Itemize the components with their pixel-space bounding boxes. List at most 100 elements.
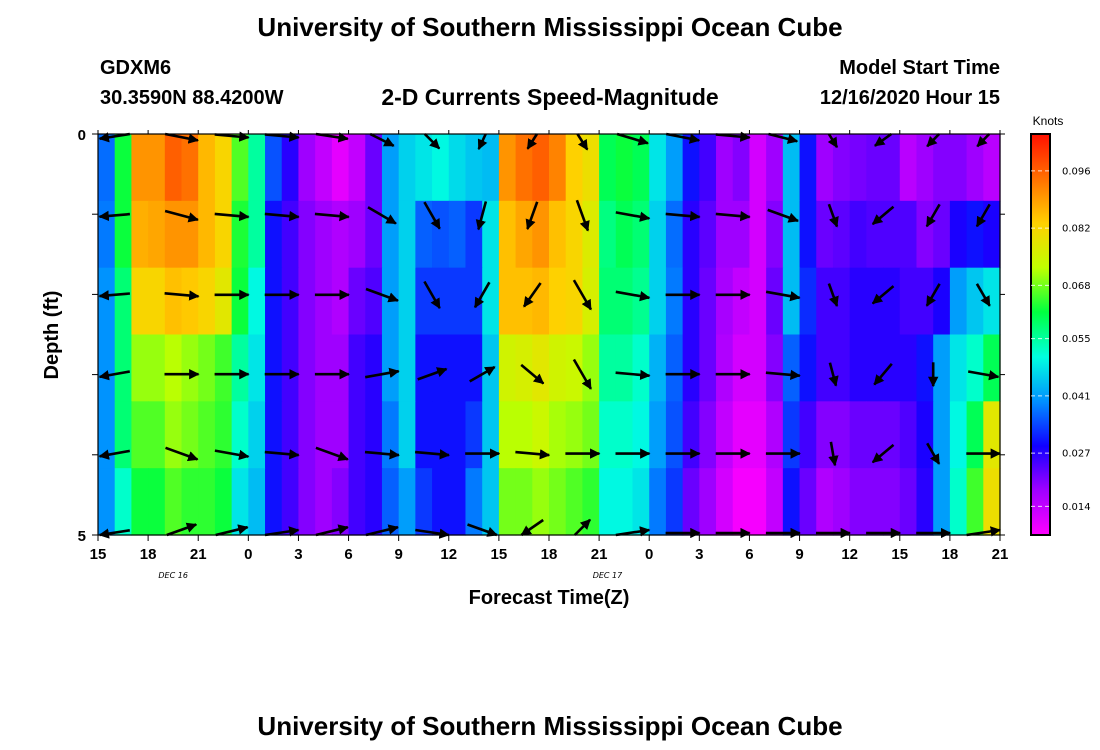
heatmap-cell <box>281 334 300 402</box>
heatmap-cell <box>549 200 567 269</box>
heatmap-cell <box>615 200 634 269</box>
heatmap-cell <box>649 401 667 469</box>
current-arrow <box>369 132 395 147</box>
heatmap-cell <box>532 134 550 202</box>
heatmap-cell <box>599 200 617 269</box>
heatmap-cell <box>298 334 316 402</box>
current-arrow <box>475 201 488 231</box>
heatmap-cell <box>632 200 650 269</box>
heatmap-cell <box>331 267 350 336</box>
heatmap-cell <box>632 134 650 202</box>
heatmap-cell <box>549 468 567 536</box>
heatmap-cell <box>682 200 700 269</box>
heatmap-cell <box>716 401 734 469</box>
current-arrow <box>520 518 544 537</box>
heatmap-cell <box>565 468 583 536</box>
heatmap-cell <box>398 267 416 336</box>
heatmap-cell <box>114 468 132 536</box>
x-tick-label: 0 <box>645 546 653 563</box>
heatmap-cell <box>883 200 901 269</box>
heatmap-cell <box>214 200 233 269</box>
heatmap-cell <box>682 134 700 202</box>
heatmap-cell <box>331 334 350 402</box>
heatmap-cell <box>782 468 801 536</box>
heatmap-cell <box>699 267 717 336</box>
heatmap-cell <box>966 267 984 336</box>
heatmap-cell <box>231 334 249 402</box>
current-arrow <box>925 283 941 307</box>
current-arrow <box>165 446 199 462</box>
current-arrow <box>575 199 590 232</box>
heatmap-cell <box>281 200 300 269</box>
heatmap-cell <box>599 334 617 402</box>
current-arrow <box>515 449 551 460</box>
current-arrow <box>98 132 130 143</box>
current-arrow <box>98 290 131 301</box>
current-arrow <box>423 201 441 230</box>
heatmap-cell <box>465 401 483 469</box>
date-label: DEC 17 <box>593 571 623 580</box>
x-tick-label: 12 <box>440 546 457 563</box>
heatmap-cell <box>281 267 300 336</box>
heatmap-cell <box>899 267 918 336</box>
current-arrow <box>975 203 991 228</box>
heatmap-cell <box>582 334 600 402</box>
heatmap-cell <box>465 468 483 536</box>
heatmap-cell <box>866 334 884 402</box>
heatmap-cell <box>565 267 583 336</box>
heatmap-cell <box>799 267 817 336</box>
current-arrow <box>365 524 399 537</box>
colorbar-tick-label: 0.055 <box>1062 334 1091 345</box>
heatmap-cell <box>565 334 583 402</box>
current-arrow <box>98 210 131 222</box>
heatmap-cell <box>966 401 984 469</box>
current-arrow <box>264 131 300 142</box>
heatmap-cell <box>549 401 567 469</box>
heatmap-cell <box>816 134 834 202</box>
x-axis-label: Forecast Time(Z) <box>469 587 630 609</box>
heatmap-cell <box>883 334 901 402</box>
heatmap-cell <box>665 267 684 336</box>
heatmap-cell <box>949 334 968 402</box>
heatmap-cell <box>599 267 617 336</box>
heatmap-cell <box>198 200 216 269</box>
heatmap-cell <box>782 200 801 269</box>
current-arrow <box>315 446 349 462</box>
heatmap-cell <box>198 468 216 536</box>
heatmap-cells <box>98 134 1001 536</box>
heatmap-cell <box>949 134 968 202</box>
current-arrow <box>166 522 198 537</box>
heatmap-cell <box>298 267 316 336</box>
heatmap-cell <box>315 401 333 469</box>
current-arrow <box>364 367 400 379</box>
heatmap-cell <box>265 200 283 269</box>
heatmap-cell <box>248 334 266 402</box>
current-arrow <box>264 526 300 537</box>
heatmap-cell <box>883 468 901 536</box>
x-tick-label: 3 <box>294 546 302 563</box>
heatmap-cell <box>448 401 467 469</box>
heatmap-cell <box>498 134 517 202</box>
current-arrow <box>615 369 651 381</box>
heatmap-cell <box>381 468 400 536</box>
heatmap-cell <box>832 468 851 536</box>
heatmap-cell <box>415 200 433 269</box>
current-arrow <box>576 133 589 151</box>
current-arrow <box>827 133 839 149</box>
page-title-top: University of Southern Mississippi Ocean… <box>257 12 843 42</box>
current-arrow <box>164 132 199 144</box>
heatmap-cell <box>766 468 784 536</box>
current-arrow <box>573 518 592 536</box>
heatmap-cell <box>649 334 667 402</box>
heatmap-cell <box>198 267 216 336</box>
heatmap-cell <box>498 267 517 336</box>
heatmap-cell <box>933 200 951 269</box>
heatmap-cell <box>248 468 266 536</box>
current-arrow <box>665 132 701 144</box>
heatmap-cell <box>398 334 416 402</box>
current-arrow <box>828 441 839 467</box>
heatmap-cell <box>983 267 1001 336</box>
current-arrow <box>215 524 249 537</box>
heatmap-cell <box>532 468 550 536</box>
